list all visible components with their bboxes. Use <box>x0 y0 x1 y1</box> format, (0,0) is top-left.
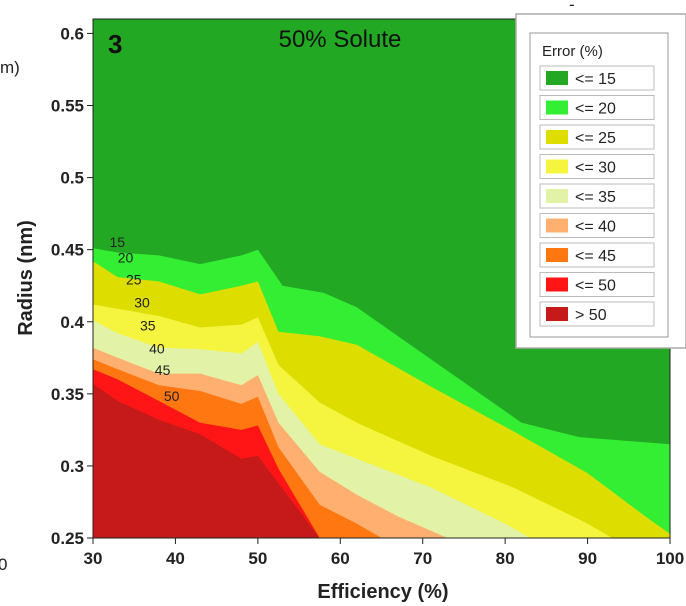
legend-box <box>515 13 686 349</box>
x-tick-label-40: 40 <box>166 549 185 568</box>
legend-entries: <= 15 <= 20 <= 25 <= 30 <= 35 <= 40 <= 45 <= 50… <box>539 65 655 327</box>
contour-band-gt50 <box>93 383 341 538</box>
y-tick-label-0.25: 0.25 <box>51 529 84 548</box>
y-tick-label-0.55: 0.55 <box>51 97 84 116</box>
legend: - Error (%) <= 15<= 20<= 25<= 30<= 35<= … <box>515 0 686 349</box>
y-axis-label: Radius (nm) <box>15 220 37 336</box>
legend-entry-le35: <= 35 <box>539 183 655 209</box>
legend-entry-le45: <= 45 <box>539 242 655 268</box>
legend-label: <= 25 <box>575 130 616 147</box>
legend-entry-le25: <= 25 <box>539 124 655 150</box>
y-tick-label-0.45: 0.45 <box>51 241 84 260</box>
contour-label-40: 40 <box>149 341 165 357</box>
legend-label: <= 40 <box>575 219 616 236</box>
legend-label: <= 45 <box>575 248 616 265</box>
legend-label: <= 20 <box>575 101 616 118</box>
y-axis-ticks: 0.25 0.3 0.35 0.4 0.45 0.5 0.55 0.6 <box>51 24 93 548</box>
x-tick-label-60: 60 <box>331 549 350 568</box>
legend-entry-box <box>539 65 655 91</box>
x-tick-label-100: 100 <box>656 549 684 568</box>
legend-label: <= 35 <box>575 189 616 206</box>
panel-number: 3 <box>108 29 122 59</box>
x-tick-label-80: 80 <box>496 549 515 568</box>
y-tick-label-0.35: 0.35 <box>51 385 84 404</box>
legend-swatch <box>546 71 568 85</box>
legend-swatch <box>546 159 568 174</box>
legend-entry-le15: <= 15 <box>539 65 655 91</box>
contour-label-20: 20 <box>118 250 134 266</box>
legend-label: <= 15 <box>575 71 616 88</box>
legend-title: Error (%) <box>542 43 603 60</box>
legend-swatch <box>546 100 568 115</box>
legend-entry-gt50: > 50 <box>539 301 655 327</box>
x-tick-label-30: 30 <box>84 549 103 568</box>
legend-swatch <box>546 218 568 233</box>
y-tick-label-0.6: 0.6 <box>60 24 84 43</box>
cropped-edge-text-top-left: m) <box>0 58 20 77</box>
legend-entry-le50: <= 50 <box>539 272 655 297</box>
contour-label-50: 50 <box>164 388 180 404</box>
contour-label-30: 30 <box>134 294 150 310</box>
x-axis-label: Efficiency (%) <box>317 581 448 603</box>
contour-label-45: 45 <box>155 362 171 378</box>
contour-label-25: 25 <box>126 271 142 287</box>
legend-swatch <box>546 189 568 203</box>
contour-label-35: 35 <box>140 317 156 333</box>
legend-label: <= 30 <box>575 160 616 177</box>
legend-entry-le20: <= 20 <box>539 95 655 120</box>
legend-swatch <box>546 277 568 292</box>
y-tick-label-0.3: 0.3 <box>60 457 84 476</box>
cropped-edge-text-bottom-left: 0 <box>0 555 7 574</box>
legend-label: > 50 <box>575 307 607 324</box>
x-axis-ticks: 30 40 50 60 70 80 90 100 <box>84 538 684 568</box>
legend-swatch <box>546 248 568 262</box>
legend-entry-le40: <= 40 <box>539 213 655 238</box>
legend-label: <= 50 <box>575 278 616 295</box>
y-tick-label-0.4: 0.4 <box>60 313 84 332</box>
x-tick-label-90: 90 <box>578 549 597 568</box>
y-tick-label-0.5: 0.5 <box>60 169 84 188</box>
x-tick-label-70: 70 <box>413 549 432 568</box>
contour-label-15: 15 <box>110 234 126 250</box>
legend-swatch <box>546 130 568 144</box>
x-tick-label-50: 50 <box>248 549 267 568</box>
legend-swatch <box>546 307 568 321</box>
legend-inner-frame <box>529 32 669 338</box>
legend-entry-le30: <= 30 <box>539 154 655 179</box>
legend-edge-mark: - <box>569 0 575 14</box>
chart-title: 50% Solute <box>279 26 402 53</box>
